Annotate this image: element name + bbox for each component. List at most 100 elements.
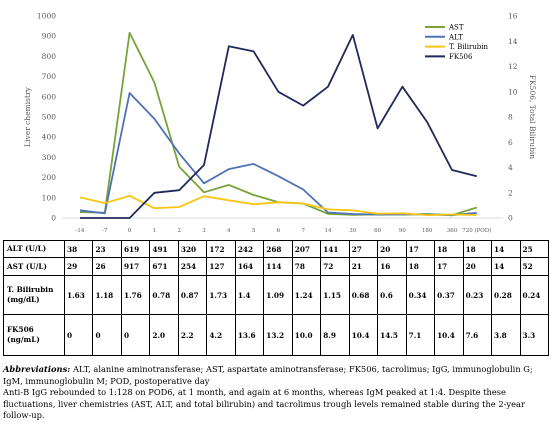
x-tick-label: 14	[325, 228, 332, 234]
table-cell: 1.18	[92, 275, 122, 315]
series-line-alt	[79, 92, 477, 217]
table-cell: 0.6	[377, 275, 407, 315]
table-row: AST (U/L) 29 26 917 671 254 127 164 114 78 72 21 16 1…	[3, 257, 549, 276]
series-line-fk506	[80, 34, 478, 219]
table-cell: 0.78	[149, 275, 179, 315]
table-cell: 38	[63, 240, 94, 258]
x-tick-label: -14	[76, 228, 85, 234]
table-cell: 254	[177, 257, 208, 276]
left-tick-label: 300	[42, 153, 57, 162]
table-row: ALT (U/L) 38 23 619 491 320 172 242 268 207 141 27 2…	[3, 240, 549, 258]
table-cell: 18	[434, 240, 464, 258]
table-cell: 4.2	[206, 314, 236, 356]
table-cell: 18	[462, 240, 493, 258]
table-cell: 52	[519, 257, 549, 276]
x-tick-label: 60	[374, 228, 381, 234]
table-cell: 1.4	[234, 275, 265, 315]
caption-note: Anti-B IgG rebounded to 1:128 on POD6, a…	[3, 387, 525, 421]
table-row-header: T. Bilirubin (mg/dL)	[3, 275, 65, 315]
table-cell: 1.09	[263, 275, 293, 315]
table-cell: 0.24	[519, 275, 549, 315]
table-cell: 20	[377, 240, 407, 258]
x-tick-label: 30	[349, 228, 356, 234]
right-axis-label: FK506, Total Bilirubin	[528, 75, 537, 159]
left-tick-label: 1000	[37, 12, 56, 21]
table-cell: 1.15	[320, 275, 350, 315]
legend-label-fk506: FK506	[449, 53, 473, 61]
x-tick-label: 3	[202, 228, 206, 234]
table-row-header: AST (U/L)	[3, 257, 65, 276]
right-tick-label: 8	[508, 113, 513, 122]
table-cell: 114	[263, 257, 293, 276]
table-cell: 172	[206, 240, 236, 258]
table-cell: 23	[92, 240, 122, 258]
table-cell: 0	[92, 314, 122, 356]
table-cell: 207	[291, 240, 322, 258]
table-cell: 1.63	[63, 275, 94, 315]
series-lines	[79, 31, 478, 219]
table-row: FK506 (ng/mL) 0 0 0 2.0 2.2 4.2 13.6 13.2 10.0 8.9…	[3, 314, 549, 356]
table-cell: 268	[263, 240, 293, 258]
table-cell: 21	[348, 257, 379, 276]
table-cell: 16	[377, 257, 407, 276]
table-cell: 20	[462, 257, 493, 276]
table-cell: 164	[234, 257, 265, 276]
table-cell: 7.1	[405, 314, 436, 356]
table-cell: 13.2	[263, 314, 293, 356]
x-tick-label: 360	[447, 228, 458, 234]
figure-caption: Abbreviations: ALT, alanine aminotransfe…	[3, 364, 551, 422]
abbreviations-paragraph: Abbreviations: ALT, alanine aminotransfe…	[3, 364, 551, 387]
table-cell: 26	[92, 257, 122, 276]
x-tick-label: 1	[153, 228, 157, 234]
right-tick-label: 4	[508, 163, 513, 172]
x-axis-ticks: -14 -7 0 1 2 3 4 5 6 7 14 30 60 90 180 360 720 (POD)	[76, 227, 492, 234]
table-cell: 0.68	[348, 275, 379, 315]
table-cell: 619	[120, 240, 151, 258]
table-cell: 14	[491, 257, 521, 276]
table-cell: 17	[405, 240, 436, 258]
table-cell: 671	[149, 257, 179, 276]
table-cell: 3.8	[491, 314, 521, 356]
table-cell: 25	[519, 240, 549, 258]
table-cell: 3.3	[519, 314, 549, 356]
series-line-ast	[79, 31, 478, 217]
x-tick-label: 6	[277, 228, 281, 234]
left-tick-label: 0	[51, 214, 56, 223]
table-cell: 7.6	[462, 314, 493, 356]
table-cell: 13.6	[234, 314, 265, 356]
table-cell: 491	[149, 240, 179, 258]
table-cell: 1.73	[206, 275, 236, 315]
x-tick-label: 180	[422, 228, 433, 234]
x-tick-label: 2	[177, 228, 181, 234]
table-cell: 14.5	[377, 314, 407, 356]
left-axis-ticks: 0 100 200 300 400 500 600 700 800 900 1000	[37, 12, 56, 223]
table-cell: 0.28	[491, 275, 521, 315]
left-tick-label: 900	[42, 32, 57, 41]
abbreviations-heading: Abbreviations:	[3, 364, 71, 374]
table-cell: 2.0	[149, 314, 179, 356]
table-cell: 8.9	[320, 314, 350, 356]
table-cell: 320	[177, 240, 208, 258]
right-tick-label: 16	[508, 12, 518, 21]
abbreviations-text: ALT, alanine aminotransferase; AST, aspa…	[3, 364, 533, 386]
table-cell: 1.76	[120, 275, 151, 315]
table-cell: 10.4	[434, 314, 464, 356]
x-tick-label: 720 (POD)	[462, 227, 491, 234]
table-cell: 0.87	[177, 275, 208, 315]
x-tick-label: 0	[128, 228, 132, 234]
left-tick-label: 100	[42, 193, 57, 202]
legend-label-alt: ALT	[448, 33, 463, 41]
legend-label-t-bilirubin: T. Bilirubin	[449, 43, 489, 51]
right-tick-label: 12	[508, 62, 518, 71]
x-tick-label: 4	[227, 228, 231, 234]
right-tick-label: 14	[508, 37, 518, 46]
table-cell: 0.37	[434, 275, 464, 315]
table-cell: 17	[434, 257, 464, 276]
table-row-header: ALT (U/L)	[3, 240, 65, 258]
left-tick-label: 400	[42, 133, 57, 142]
left-tick-label: 600	[42, 92, 57, 101]
table-row-header: FK506 (ng/mL)	[3, 314, 65, 356]
table-cell: 0	[120, 314, 151, 356]
